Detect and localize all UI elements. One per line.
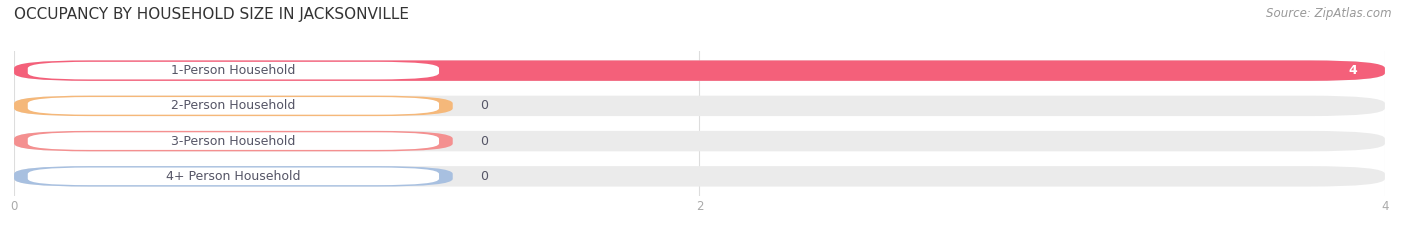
Text: 0: 0	[481, 170, 488, 183]
FancyBboxPatch shape	[28, 62, 439, 79]
FancyBboxPatch shape	[14, 166, 1385, 187]
Text: 4+ Person Household: 4+ Person Household	[166, 170, 301, 183]
Text: Source: ZipAtlas.com: Source: ZipAtlas.com	[1267, 7, 1392, 20]
FancyBboxPatch shape	[28, 97, 439, 115]
FancyBboxPatch shape	[14, 96, 453, 116]
Text: 0: 0	[481, 135, 488, 148]
Text: 2-Person Household: 2-Person Household	[172, 99, 295, 112]
Text: 3-Person Household: 3-Person Household	[172, 135, 295, 148]
Text: 4: 4	[1348, 64, 1358, 77]
Text: 0: 0	[481, 99, 488, 112]
FancyBboxPatch shape	[14, 131, 453, 151]
FancyBboxPatch shape	[14, 60, 1385, 81]
FancyBboxPatch shape	[14, 96, 1385, 116]
FancyBboxPatch shape	[14, 60, 1385, 81]
FancyBboxPatch shape	[28, 168, 439, 185]
FancyBboxPatch shape	[14, 166, 453, 187]
Text: 1-Person Household: 1-Person Household	[172, 64, 295, 77]
Text: OCCUPANCY BY HOUSEHOLD SIZE IN JACKSONVILLE: OCCUPANCY BY HOUSEHOLD SIZE IN JACKSONVI…	[14, 7, 409, 22]
FancyBboxPatch shape	[14, 131, 1385, 151]
FancyBboxPatch shape	[28, 132, 439, 150]
